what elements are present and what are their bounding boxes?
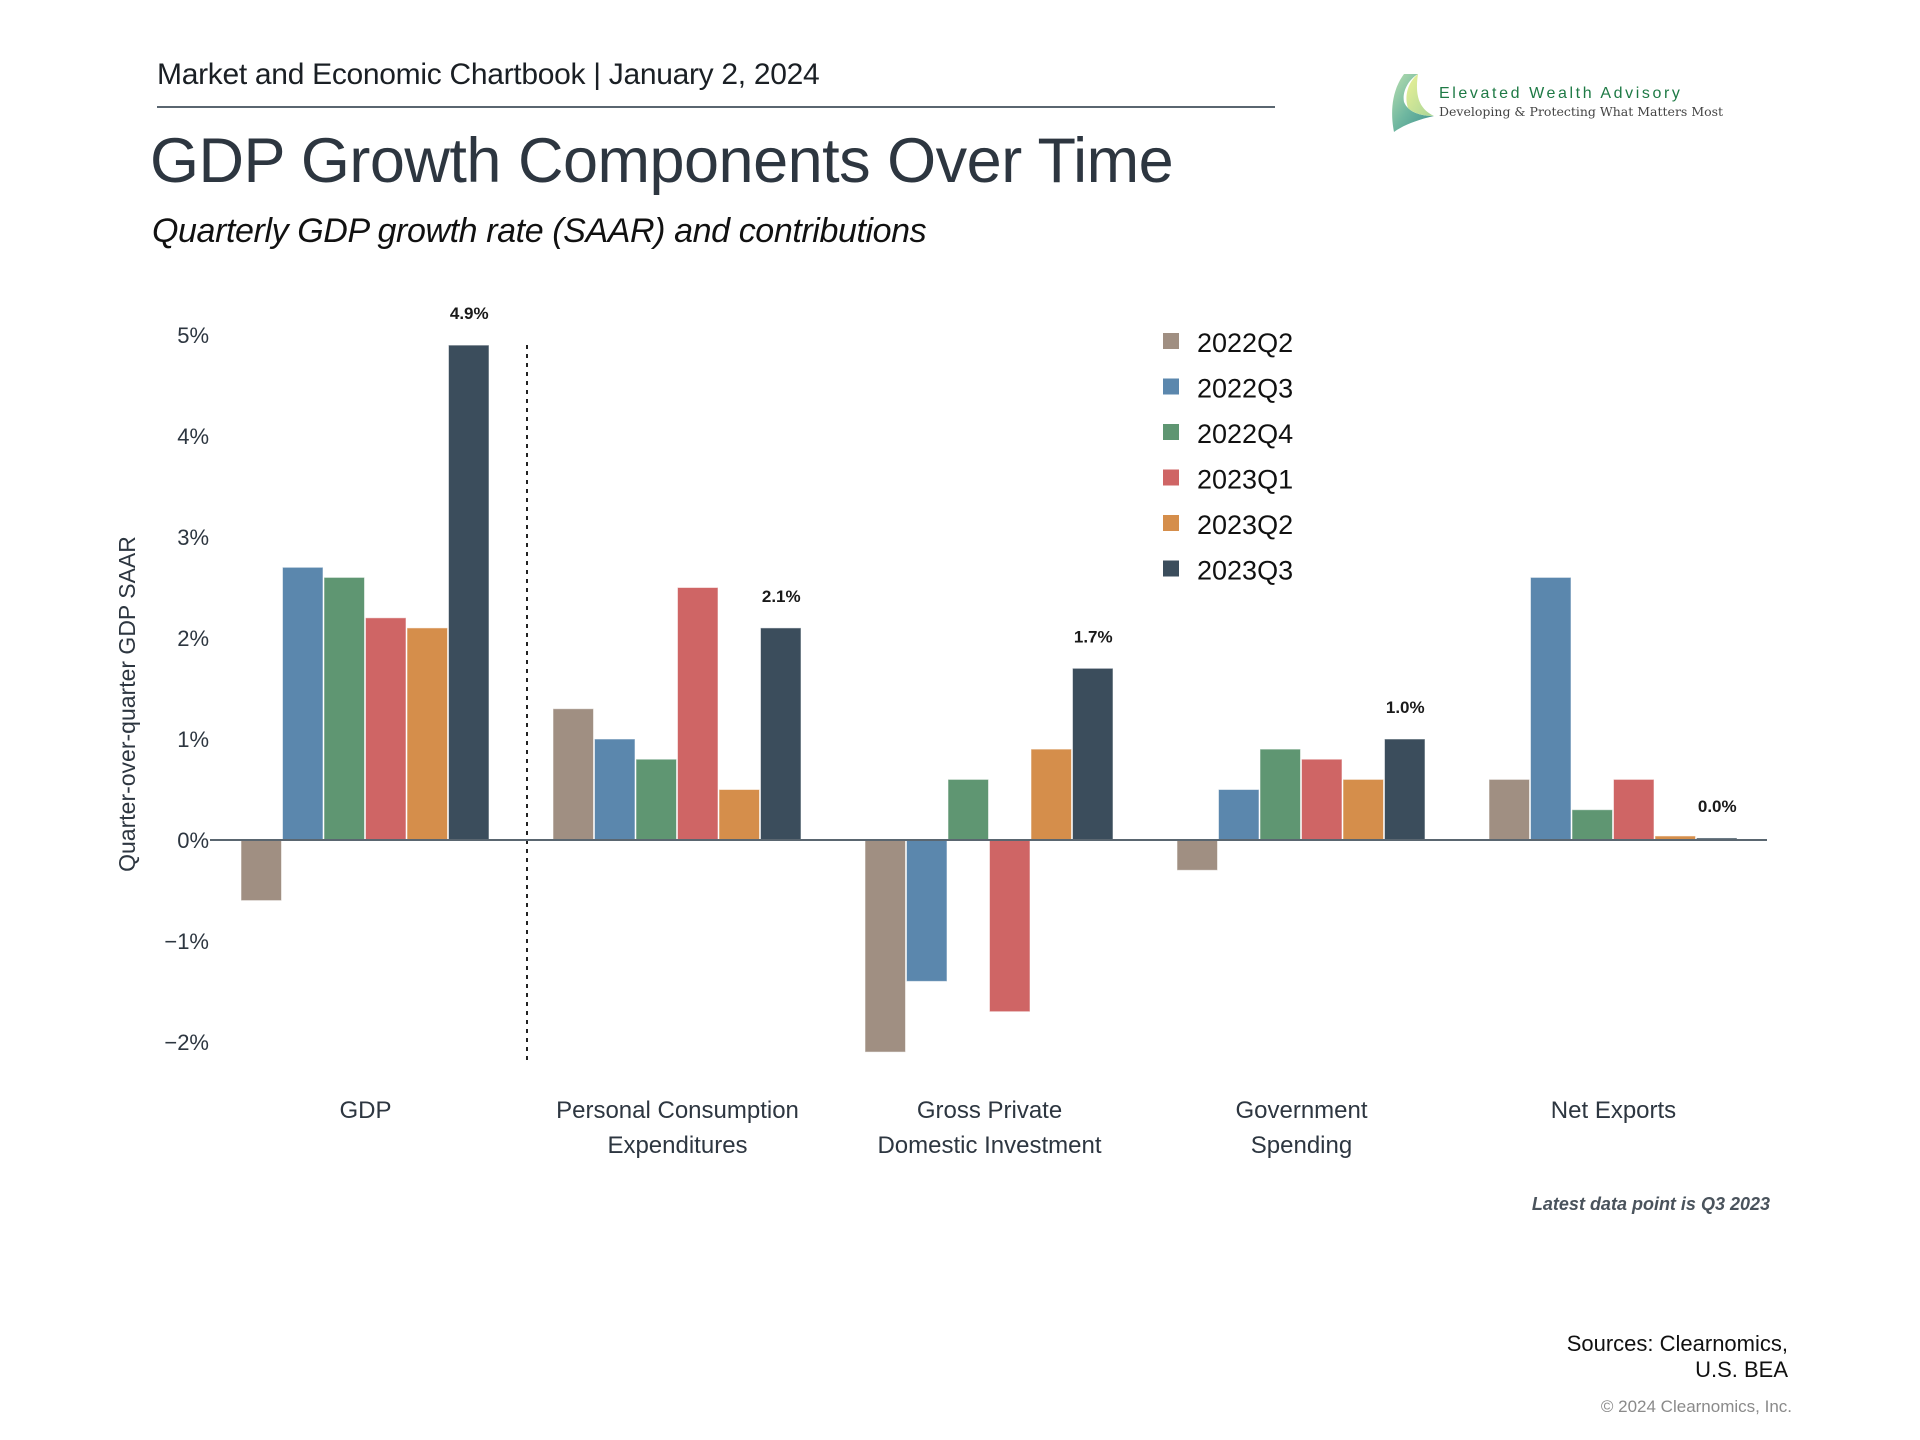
- logo-company-name: Elevated Wealth Advisory: [1439, 85, 1683, 102]
- y-tick-label: 0%: [177, 828, 209, 853]
- bar-2023q2-2: [1030, 748, 1072, 841]
- legend-label: 2022Q2: [1197, 328, 1293, 358]
- y-tick-label: 3%: [177, 525, 209, 550]
- y-axis-title: Quarter-over-quarter GDP SAAR: [114, 536, 140, 872]
- y-tick-label: 4%: [177, 424, 209, 449]
- data-labels: 4.9% 2.1% 1.7% 1.0% 0.0%: [450, 304, 1737, 816]
- sources-text: Sources: Clearnomics, U.S. BEA: [1567, 1331, 1788, 1383]
- category-label: Domestic Investment: [877, 1132, 1101, 1159]
- page-subtitle: Quarterly GDP growth rate (SAAR) and con…: [152, 212, 927, 250]
- legend-item: 2023Q1: [1163, 465, 1293, 495]
- bar-2023q3-0: [448, 344, 490, 841]
- bars: [240, 344, 1738, 1053]
- category-labels: GDP Personal Consumption Expenditures Gross…: [339, 1097, 1676, 1159]
- bar-2022q2-1: [552, 708, 594, 841]
- legend-swatch: [1163, 560, 1179, 577]
- legend-label: 2023Q1: [1197, 465, 1293, 495]
- bar-2022q3-2: [906, 839, 948, 982]
- bar-2022q2-3: [1176, 839, 1218, 871]
- latest-data-note: Latest data point is Q3 2023: [1531, 1194, 1770, 1214]
- bar-2023q3-3: [1384, 738, 1426, 841]
- legend-swatch: [1163, 424, 1179, 440]
- data-label: 4.9%: [450, 304, 489, 323]
- legend-label: 2022Q4: [1197, 419, 1293, 449]
- bar-2023q2-3: [1342, 778, 1384, 841]
- legend-item: 2022Q3: [1163, 374, 1293, 404]
- bar-2023q1-1: [677, 587, 719, 841]
- legend-item: 2022Q2: [1163, 328, 1293, 358]
- category-label: Net Exports: [1551, 1097, 1676, 1124]
- legend-swatch: [1163, 515, 1179, 531]
- company-logo: Elevated Wealth Advisory Developing & Pr…: [1390, 72, 1770, 138]
- bar-2022q4-2: [947, 778, 989, 841]
- bar-2023q1-2: [989, 839, 1031, 1013]
- legend-item: 2023Q3: [1163, 556, 1293, 586]
- category-label: Expenditures: [607, 1132, 747, 1159]
- sources-line-1: Sources: Clearnomics,: [1566, 1331, 1788, 1356]
- header-divider: [157, 106, 1275, 108]
- chartbook-header: Market and Economic Chartbook | January …: [157, 58, 820, 91]
- bar-2023q2-0: [406, 627, 448, 841]
- y-tick-label: 1%: [177, 727, 209, 752]
- legend: 2022Q2 2022Q3 2022Q4 2023Q1 2023Q2 2023Q3: [1163, 328, 1293, 586]
- legend-swatch: [1163, 469, 1179, 486]
- data-label: 1.0%: [1386, 698, 1425, 717]
- category-label: Personal Consumption: [556, 1097, 799, 1124]
- copyright: © 2024 Clearnomics, Inc.: [1600, 1397, 1792, 1416]
- category-label: Spending: [1251, 1132, 1352, 1159]
- y-tick-label: 5%: [177, 323, 209, 348]
- legend-label: 2023Q2: [1197, 510, 1293, 540]
- bar-2022q3-4: [1530, 576, 1572, 841]
- bar-2023q1-3: [1301, 758, 1343, 841]
- legend-swatch: [1163, 378, 1179, 395]
- bar-2022q2-0: [240, 839, 282, 902]
- legend-swatch: [1163, 333, 1179, 349]
- sources-line-2: U.S. BEA: [1695, 1357, 1788, 1382]
- page-title: GDP Growth Components Over Time: [150, 126, 1174, 196]
- y-tick-label: −1%: [164, 929, 209, 954]
- data-label: 1.7%: [1074, 627, 1113, 646]
- bar-2022q3-3: [1218, 789, 1260, 841]
- bar-2022q4-3: [1259, 748, 1301, 841]
- data-label: 2.1%: [762, 587, 801, 606]
- legend-item: 2022Q4: [1163, 419, 1293, 449]
- bar-2022q3-0: [282, 566, 324, 841]
- bar-2022q2-2: [864, 839, 906, 1053]
- category-label: Gross Private: [917, 1097, 1062, 1124]
- logo-tagline: Developing & Protecting What Matters Mos…: [1439, 104, 1724, 119]
- bar-2023q1-0: [365, 617, 407, 841]
- legend-item: 2023Q2: [1163, 510, 1293, 540]
- data-label: 0.0%: [1698, 797, 1737, 816]
- y-tick-label: −2%: [164, 1030, 209, 1055]
- bar-2022q4-4: [1571, 809, 1613, 841]
- sail-leaf-logo-icon: [1392, 74, 1434, 132]
- legend-label: 2023Q3: [1197, 556, 1293, 586]
- category-label: Government: [1235, 1097, 1367, 1124]
- category-label: GDP: [339, 1097, 391, 1124]
- y-axis-ticks: −2% −1% 0% 1% 2% 3% 4% 5%: [164, 323, 209, 1055]
- bar-2022q3-1: [594, 738, 636, 841]
- bar-2023q1-4: [1613, 778, 1655, 841]
- bar-2022q4-0: [323, 576, 365, 841]
- bar-2022q4-1: [635, 758, 677, 841]
- bar-2022q2-4: [1488, 778, 1530, 841]
- bar-2023q3-2: [1072, 667, 1114, 841]
- bar-2023q3-1: [760, 627, 802, 841]
- legend-label: 2022Q3: [1197, 374, 1293, 404]
- bar-2023q2-1: [718, 789, 760, 841]
- y-tick-label: 2%: [177, 626, 209, 651]
